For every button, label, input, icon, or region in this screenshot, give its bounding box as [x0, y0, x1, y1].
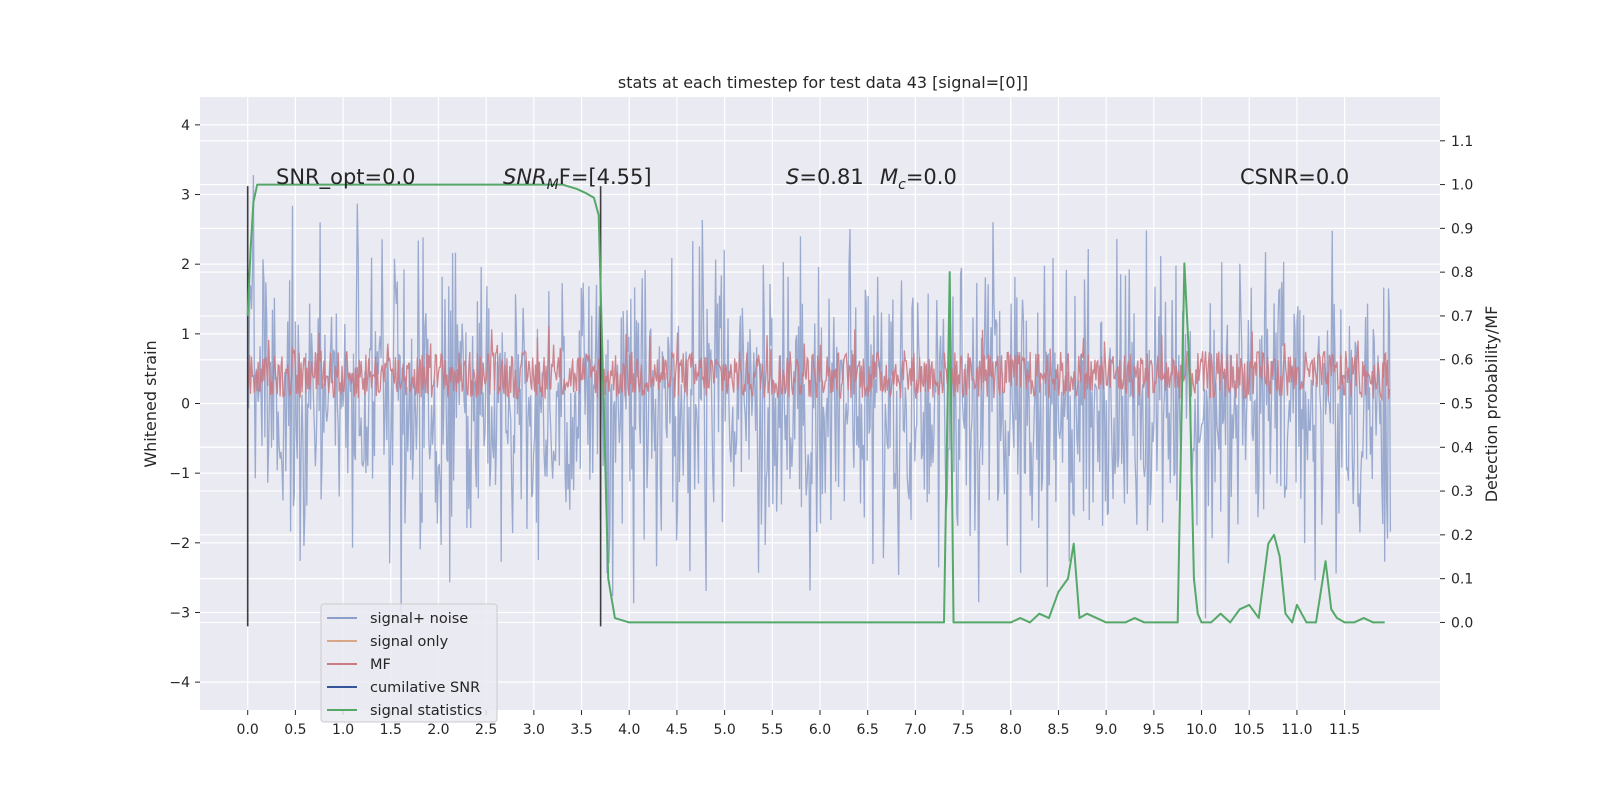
annotation-snr-mf-subscript: M [547, 177, 559, 193]
y-right-tick-label: 0.5 [1451, 397, 1473, 413]
x-tick-label: 11.5 [1329, 722, 1360, 738]
annotation-mc-value: =0.0 [906, 165, 957, 189]
x-tick-label: 11.0 [1281, 722, 1312, 738]
y-right-tick-label: 0.3 [1451, 484, 1473, 500]
series-signal-statistics [246, 183, 1385, 624]
x-tick-label: 5.0 [713, 722, 735, 738]
x-tick-label: 1.5 [380, 722, 402, 738]
y-right-tick-label: 1.0 [1451, 178, 1473, 194]
legend: signal+ noise signal only MF cumilative SNR… [320, 603, 498, 723]
x-tick-label: 8.5 [1047, 722, 1069, 738]
y-tick-label: 0 [181, 397, 190, 413]
y-right-tick-label: 0.8 [1451, 265, 1473, 281]
annotation-s: S=0.81 [786, 165, 864, 189]
y-tick-label: −2 [169, 536, 190, 552]
y-axis-right-label: Detection probability/MF [1482, 306, 1501, 503]
legend-label: signal statistics [370, 703, 482, 719]
annotation-s-value: =0.81 [799, 165, 863, 189]
x-tick-label: 2.0 [427, 722, 449, 738]
annotation-snr-mf-symbol: SNR [503, 165, 547, 189]
x-tick-label: 9.5 [1143, 722, 1165, 738]
annotation-snr-opt: SNR_opt=0.0 [276, 165, 416, 190]
x-tick-label: 7.5 [952, 722, 974, 738]
annotation-csnr: CSNR=0.0 [1240, 165, 1349, 189]
y-axis-right-ticks: 0.0 0.1 0.2 0.3 0.4 0.5 0.6 0.7 0.8 0.9 1.0 1.1 [1440, 134, 1473, 631]
x-tick-label: 6.5 [857, 722, 879, 738]
x-tick-label: 0.5 [284, 722, 306, 738]
annotation-mc-subscript: c [898, 177, 906, 193]
y-right-tick-label: 0.1 [1451, 572, 1473, 588]
x-tick-label: 2.5 [475, 722, 497, 738]
series-line-signal-plus-noise [247, 174, 1392, 619]
x-tick-label: 3.5 [570, 722, 592, 738]
x-tick-label: 3.0 [523, 722, 545, 738]
legend-label: signal+ noise [370, 611, 468, 627]
y-axis-left-label: Whitened strain [141, 340, 160, 467]
legend-label: signal only [370, 634, 449, 650]
x-tick-label: 7.0 [904, 722, 926, 738]
y-right-tick-label: 0.7 [1451, 309, 1473, 325]
annotation-snr-mf: SNRMF=[4.55] [503, 165, 652, 193]
x-tick-label: 1.0 [332, 722, 354, 738]
x-tick-label: 8.0 [1000, 722, 1022, 738]
annotation-snr-mf-value: F=[4.55] [559, 165, 652, 189]
y-tick-label: 1 [181, 327, 190, 343]
y-right-tick-label: 0.4 [1451, 440, 1473, 456]
y-right-tick-label: 0.6 [1451, 353, 1473, 369]
chart-title: stats at each timestep for test data 43 … [618, 73, 1028, 92]
y-tick-label: 3 [181, 188, 190, 204]
x-axis-ticks: 0.0 0.5 1.0 1.5 2.0 2.5 3.0 3.5 4.0 4.5 5.0 5.5 6.0 6… [237, 710, 1360, 738]
y-tick-label: 2 [181, 257, 190, 273]
x-tick-label: 0.0 [237, 722, 259, 738]
x-tick-label: 10.0 [1186, 722, 1217, 738]
y-right-tick-label: 1.1 [1451, 134, 1473, 150]
series-signal-plus-noise [247, 174, 1392, 619]
grid-horizontal-right [200, 140, 1440, 624]
series-mf [247, 326, 1391, 402]
x-tick-label: 4.5 [666, 722, 688, 738]
y-right-tick-label: 0.0 [1451, 615, 1473, 631]
annotation-s-symbol: S [786, 165, 799, 189]
y-tick-label: −3 [169, 605, 190, 621]
legend-label: cumilative SNR [370, 680, 480, 696]
y-right-tick-label: 0.9 [1451, 221, 1473, 237]
y-tick-label: −1 [169, 466, 190, 482]
annotation-mc: Mc=0.0 [880, 165, 957, 193]
y-axis-left-ticks: −4 −3 −2 −1 0 1 2 3 4 [169, 118, 200, 691]
x-tick-label: 5.5 [761, 722, 783, 738]
legend-box [320, 603, 498, 723]
annotation-mc-symbol: M [880, 165, 898, 189]
x-tick-label: 4.0 [618, 722, 640, 738]
y-right-tick-label: 0.2 [1451, 528, 1473, 544]
y-tick-label: 4 [181, 118, 190, 134]
x-tick-label: 9.0 [1095, 722, 1117, 738]
series-line-mf [247, 326, 1391, 402]
series-line-signal-statistics [246, 183, 1385, 624]
y-tick-label: −4 [169, 675, 190, 691]
x-tick-label: 6.0 [809, 722, 831, 738]
legend-items: signal+ noise signal only MF cumilative SNR… [327, 611, 482, 719]
legend-label: MF [370, 657, 391, 673]
x-tick-label: 10.5 [1234, 722, 1265, 738]
